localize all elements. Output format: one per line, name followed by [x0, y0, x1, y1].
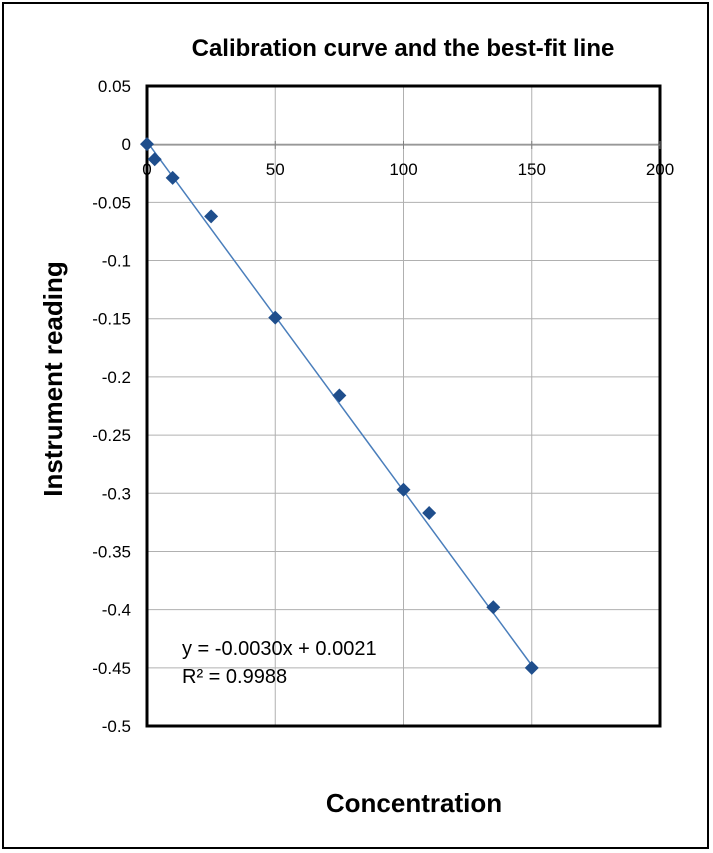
x-tick-label-4: 200: [646, 160, 674, 179]
y-tick-label-1: 0: [122, 135, 131, 154]
chart-svg: Calibration curve and the best-fit line …: [38, 35, 674, 818]
r-squared-label: R² = 0.9988: [182, 666, 287, 688]
y-axis-title: Instrument reading: [38, 261, 68, 496]
x-tick-label-1: 50: [266, 160, 285, 179]
y-tick-label-9: -0.4: [102, 601, 131, 620]
y-tick-label-4: -0.15: [92, 310, 131, 329]
data-points: [140, 137, 539, 675]
y-axis: 0.05 0 -0.05 -0.1 -0.15 -0.2 -0.25 -0.3 -0.35 -0.…: [92, 77, 131, 736]
trendline: [146, 141, 533, 666]
data-point-0: [140, 137, 154, 152]
x-tick-label-0: 0: [142, 160, 151, 179]
grid-lines: [146, 85, 661, 727]
chart-title: Calibration curve and the best-fit line: [192, 35, 615, 62]
plot-area-border: [145, 84, 662, 728]
data-point-8: [486, 600, 501, 615]
y-tick-label-2: -0.05: [92, 193, 131, 212]
trendline-layer: [146, 141, 533, 666]
x-axis-title: Concentration: [326, 788, 502, 818]
trendline-equation: y = -0.0030x + 0.0021: [182, 638, 377, 660]
data-point-9: [524, 660, 539, 675]
y-tick-label-10: -0.45: [92, 659, 131, 678]
x-axis: 0 50 100 150 200: [142, 141, 674, 179]
data-point-4: [268, 310, 283, 325]
data-point-6: [396, 482, 411, 497]
data-point-7: [422, 506, 437, 521]
data-point-1: [147, 152, 162, 167]
x-tick-label-2: 100: [389, 160, 417, 179]
x-tick-label-3: 150: [518, 160, 546, 179]
y-tick-label-0: 0.05: [98, 77, 131, 96]
data-point-3: [204, 209, 219, 224]
data-point-5: [332, 388, 347, 403]
y-tick-label-3: -0.1: [102, 252, 131, 271]
y-tick-label-7: -0.3: [102, 484, 131, 503]
data-point-2: [165, 170, 180, 185]
y-tick-label-5: -0.2: [102, 368, 131, 387]
y-tick-label-6: -0.25: [92, 426, 131, 445]
y-tick-label-11: -0.5: [102, 717, 131, 736]
y-tick-label-8: -0.35: [92, 542, 131, 561]
